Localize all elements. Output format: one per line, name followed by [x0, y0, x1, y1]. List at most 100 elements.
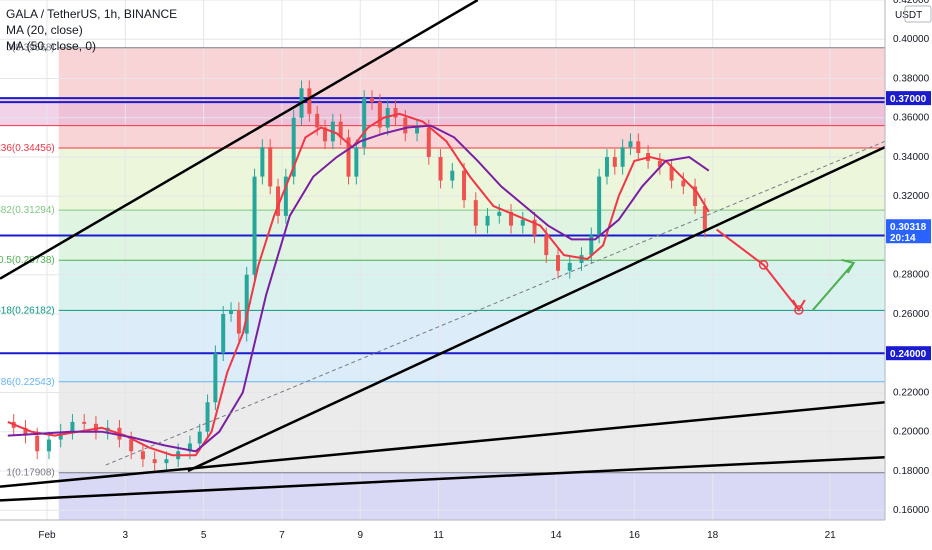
x-tick-label: 16 — [629, 530, 641, 541]
candle-body — [669, 166, 674, 181]
candle-body — [567, 262, 572, 271]
candle-body — [82, 421, 87, 424]
y-tick-label: 0.34000 — [893, 152, 930, 163]
trend-lines — [0, 0, 886, 502]
current-price-label — [886, 219, 931, 244]
ma20-line — [7, 112, 710, 457]
candle-body — [377, 102, 382, 128]
candle-body — [636, 141, 641, 154]
candle-body — [589, 235, 594, 256]
candle-body — [213, 353, 218, 403]
y-tick-label: 0.32000 — [893, 191, 930, 202]
fib-band — [58, 381, 885, 473]
candle-body — [205, 402, 210, 432]
candle-body — [307, 88, 312, 114]
fib-label: 0.382(0.31294) — [0, 205, 55, 216]
legend-ma20: MA (20, close) — [6, 23, 83, 37]
candle-body — [509, 211, 514, 226]
moving-averages — [7, 112, 710, 457]
fib-label: 0.618(0.26182) — [0, 305, 55, 316]
fib-band-extension — [58, 472, 885, 520]
x-tick-label: 5 — [201, 530, 207, 541]
candle-body — [164, 459, 169, 464]
candle-body — [362, 98, 367, 148]
candle-body — [485, 215, 490, 226]
trend-line-lower-1 — [0, 401, 886, 488]
fib-band — [58, 260, 885, 311]
candle-body — [152, 459, 157, 464]
candle-body — [260, 147, 265, 177]
candle-body — [544, 235, 549, 256]
candle-body — [370, 98, 375, 103]
candle-body — [187, 443, 192, 452]
arrow-up-path — [812, 262, 855, 311]
candle-body — [252, 176, 257, 275]
candle-body — [244, 274, 249, 334]
candle-body — [450, 170, 455, 181]
x-tick-label: Feb — [38, 530, 56, 541]
candle-body — [291, 117, 296, 177]
candle-body — [35, 435, 40, 452]
candle-body — [346, 137, 351, 177]
y-tick-label: 0.36000 — [893, 113, 930, 124]
trend-line-dashed — [105, 140, 886, 466]
fib-bands — [0, 47, 885, 520]
candle-body — [323, 127, 328, 142]
level-price-text: 0.37000 — [890, 94, 927, 105]
candle-body — [693, 186, 698, 207]
arrow-down-path — [716, 228, 800, 311]
chart-legend: GALA / TetherUS, 1h, BINANCE MA (20, clo… — [6, 6, 177, 54]
currency-label: USDT — [895, 10, 922, 21]
fib-label: 0.786(0.22543) — [0, 377, 55, 388]
candle-body — [612, 156, 617, 167]
horizontal-levels — [0, 97, 885, 355]
candle-body — [268, 147, 273, 187]
candle-body — [628, 141, 633, 148]
fib-label: 1(0.17908) — [6, 468, 54, 479]
y-tick-label: 0.40000 — [893, 34, 930, 45]
candle-body — [620, 147, 625, 167]
arrow-node — [794, 305, 804, 315]
candle-body — [236, 310, 241, 334]
candle-body — [403, 117, 408, 134]
candle-body — [597, 176, 602, 236]
candle-body — [393, 107, 398, 118]
candle-body — [338, 121, 343, 138]
candle-body — [140, 451, 145, 460]
y-tick-label: 0.22000 — [893, 387, 930, 398]
candle-body — [520, 219, 525, 226]
arrow-down-head — [791, 299, 806, 312]
y-tick-label: 0.16000 — [893, 505, 930, 516]
candle-body — [532, 219, 537, 236]
candle-body — [197, 431, 202, 444]
countdown-text: 20:14 — [890, 233, 916, 244]
x-tick-label: 21 — [825, 530, 837, 541]
ma50-line — [7, 124, 710, 453]
candle-body — [657, 160, 662, 167]
y-tick-label: 0.20000 — [893, 427, 930, 438]
candle-body — [497, 211, 502, 216]
y-tick-label: 0.42000 — [893, 0, 930, 6]
candle-body — [229, 310, 234, 314]
fib-band — [58, 310, 885, 382]
candle-body — [221, 313, 226, 354]
trend-line-support — [187, 146, 886, 473]
candle-body — [702, 206, 707, 230]
x-tick-label: 18 — [707, 530, 719, 541]
x-axis-background — [0, 520, 932, 550]
candle-body — [283, 176, 288, 216]
candle-body — [315, 113, 320, 128]
candle-body — [129, 439, 134, 452]
y-tick-label: 0.26000 — [893, 309, 930, 320]
y-tick-label: 0.18000 — [893, 466, 930, 477]
currency-box — [904, 5, 932, 23]
candle-body — [23, 427, 28, 436]
candle-body — [70, 421, 75, 432]
candle-body — [438, 156, 443, 181]
candle-body — [462, 170, 467, 201]
arrow-up-head — [841, 258, 856, 274]
candle-body — [556, 255, 561, 271]
trend-line-upper — [0, 0, 479, 280]
